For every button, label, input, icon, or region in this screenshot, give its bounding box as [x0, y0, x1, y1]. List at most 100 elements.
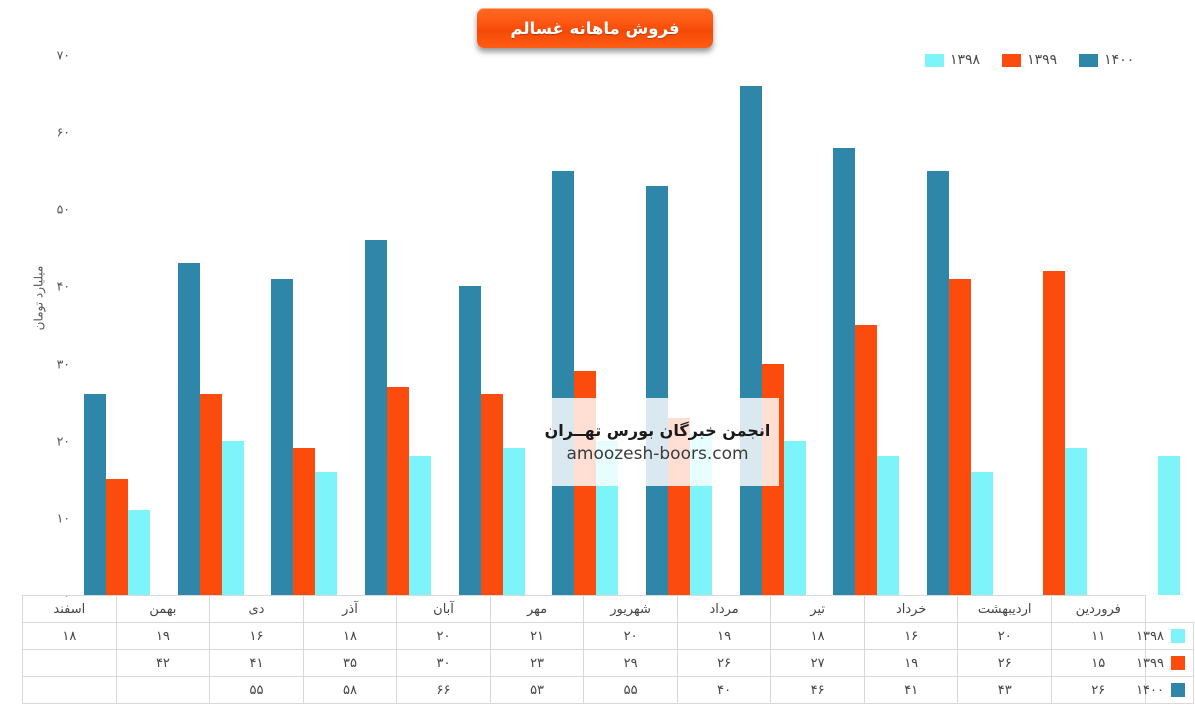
table-column-header: آذر: [302, 595, 398, 623]
table-cell: ۵۸: [302, 676, 398, 704]
bar[interactable]: [502, 448, 525, 595]
bar[interactable]: [689, 433, 712, 595]
y-axis-tick-label: ۷۰: [56, 47, 70, 63]
table-cell: ۲۰: [396, 622, 491, 650]
y-axis-tick-label: ۲۰: [56, 433, 70, 449]
table-cell: [22, 676, 117, 704]
table-column-header: مهر: [489, 595, 585, 623]
table-cell: ۱۵: [1050, 649, 1146, 677]
table-cell: ۱۸: [22, 622, 117, 650]
bar[interactable]: [127, 510, 150, 595]
bar[interactable]: [1064, 448, 1087, 595]
table-row-header-inner: ۱۳۹۸: [1136, 629, 1188, 644]
table-column-header: فروردین: [1050, 595, 1146, 623]
table-cell: ۲۶: [957, 649, 1052, 677]
bar[interactable]: [315, 471, 338, 595]
table-cell: ۱۱: [1050, 622, 1146, 650]
table-column-header: آبان: [396, 595, 491, 623]
table-cell: ۲۳: [489, 649, 585, 677]
table-series-color-swatch: [1171, 629, 1185, 643]
table-cell: ۱۶: [209, 622, 304, 650]
y-axis-tick-label: ۵۰: [56, 201, 70, 217]
bar[interactable]: [293, 448, 316, 595]
table-row: ۱۴۰۰ ۲۶ ۴۳ ۴۱ ۴۶ ۴۰ ۵۵ ۵۳ ۶۶ ۵۸ ۵۵: [22, 676, 1194, 704]
bar[interactable]: [877, 456, 900, 595]
bar[interactable]: [926, 170, 949, 595]
table-cell: ۲۰: [583, 622, 678, 650]
table-cell: ۱۹: [676, 622, 772, 650]
table-row-header-inner: ۱۳۹۹: [1136, 656, 1188, 671]
y-axis-tick-label: ۴۰: [56, 278, 70, 294]
bar[interactable]: [1158, 456, 1181, 595]
table-cell: ۴۰: [676, 676, 772, 704]
table-column-header: اردیبهشت: [957, 595, 1052, 623]
page-title: فروش ماهانه غسالم: [510, 18, 680, 38]
table-cell: ۱۸: [302, 622, 398, 650]
table-column-header: شهریور: [583, 595, 678, 623]
table-cell: ۲۶: [1050, 676, 1146, 704]
table-head: فروردین اردیبهشت خرداد تیر مرداد شهریور مهر آبا…: [22, 595, 1194, 623]
bar[interactable]: [667, 417, 690, 595]
bar[interactable]: [364, 240, 387, 595]
legend-item[interactable]: ۱۳۹۹: [1002, 52, 1057, 68]
bar[interactable]: [574, 371, 597, 595]
table-cell: ۲۷: [770, 649, 865, 677]
table-cell: ۲۹: [583, 649, 678, 677]
bar[interactable]: [833, 147, 856, 595]
table-cell: ۵۵: [209, 676, 304, 704]
table-cell: ۴۲: [115, 649, 211, 677]
table-corner-cell: [1145, 595, 1194, 623]
y-axis-tick-label: ۱۰: [56, 510, 70, 526]
bar[interactable]: [458, 286, 481, 595]
table-cell: ۳۵: [302, 649, 398, 677]
bar[interactable]: [408, 456, 431, 595]
table-row-header: ۱۳۹۸: [1136, 622, 1194, 650]
y-axis-tick-label: ۶۰: [56, 124, 70, 140]
bar[interactable]: [386, 386, 409, 595]
table-cell: ۱۹: [115, 622, 211, 650]
table-cell: ۲۶: [676, 649, 772, 677]
bar[interactable]: [177, 263, 200, 595]
table-row: ۱۳۹۸ ۱۱ ۲۰ ۱۶ ۱۸ ۱۹ ۲۰ ۲۱ ۲۰ ۱۸ ۱۶ ۱۹ ۱۸: [22, 622, 1194, 650]
table-cell: ۱۸: [770, 622, 865, 650]
chart-data-table: فروردین اردیبهشت خرداد تیر مرداد شهریور مهر آبا…: [22, 595, 1194, 704]
table-row-header: ۱۴۰۰: [1136, 676, 1194, 704]
bar[interactable]: [739, 85, 762, 595]
table-series-name: ۱۴۰۰: [1136, 682, 1164, 698]
bar-series-layer: [83, 85, 1181, 595]
bar[interactable]: [199, 394, 222, 595]
table-cell: ۵۳: [489, 676, 585, 704]
y-axis-tick-label: ۳۰: [56, 356, 70, 372]
table-column-header: تیر: [770, 595, 865, 623]
bar[interactable]: [761, 363, 784, 595]
legend-color-swatch: [925, 53, 944, 67]
table-cell: ۳۰: [396, 649, 491, 677]
bar[interactable]: [783, 440, 806, 595]
bar[interactable]: [552, 170, 575, 595]
bar[interactable]: [948, 278, 971, 595]
table-header-row: فروردین اردیبهشت خرداد تیر مرداد شهریور مهر آبا…: [22, 595, 1194, 623]
legend-color-swatch: [1079, 53, 1099, 67]
bar[interactable]: [105, 479, 128, 595]
table-cell: ۴۶: [770, 676, 865, 704]
table-column-header: خرداد: [863, 595, 959, 623]
table-body: ۱۳۹۸ ۱۱ ۲۰ ۱۶ ۱۸ ۱۹ ۲۰ ۲۱ ۲۰ ۱۸ ۱۶ ۱۹ ۱۸ ۱۳۹۹ ۱۵ ۲۶ ۱۹ ۲۷…: [22, 622, 1194, 704]
table-cell: ۵۵: [583, 676, 678, 704]
table-column-header: مرداد: [676, 595, 772, 623]
bar[interactable]: [596, 440, 619, 595]
bar[interactable]: [645, 186, 668, 595]
bar[interactable]: [221, 440, 244, 595]
table-cell: ۴۱: [863, 676, 959, 704]
bar[interactable]: [855, 325, 878, 595]
bar[interactable]: [970, 471, 993, 595]
legend-item[interactable]: ۱۴۰۰: [1079, 52, 1134, 68]
legend-item[interactable]: ۱۳۹۸: [925, 52, 980, 68]
table-column-header: بهمن: [115, 595, 211, 623]
bar[interactable]: [1042, 271, 1065, 595]
bar[interactable]: [480, 394, 503, 595]
table-cell: ۶۶: [396, 676, 491, 704]
bar[interactable]: [83, 394, 106, 595]
bar[interactable]: [271, 278, 294, 595]
legend-label: ۱۳۹۹: [1027, 52, 1058, 68]
table-column-header: اسفند: [22, 595, 117, 623]
